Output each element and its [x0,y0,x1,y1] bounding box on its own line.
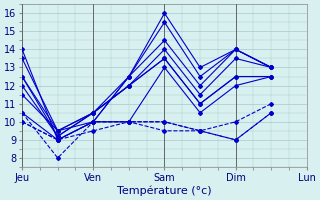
X-axis label: Température (°c): Température (°c) [117,185,212,196]
